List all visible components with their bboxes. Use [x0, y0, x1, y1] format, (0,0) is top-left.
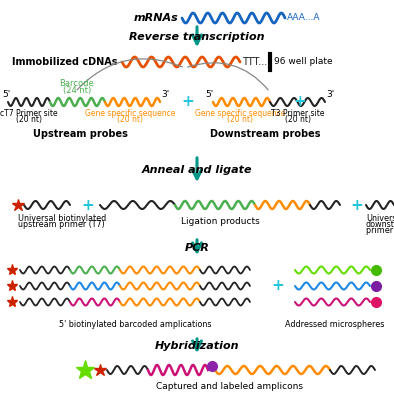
Text: Immobilized cDNAs: Immobilized cDNAs: [13, 57, 118, 67]
Text: (20 nt): (20 nt): [117, 115, 143, 124]
Text: upstream primer (T7): upstream primer (T7): [18, 220, 105, 229]
Text: +: +: [271, 278, 284, 294]
Text: AAA...A: AAA...A: [287, 14, 320, 22]
Text: T3 Primer site: T3 Primer site: [271, 109, 325, 118]
Text: Universal biotinylated: Universal biotinylated: [18, 214, 106, 223]
Text: mRNAs: mRNAs: [133, 13, 178, 23]
Text: primer (T3): primer (T3): [366, 226, 394, 235]
Text: PCR: PCR: [184, 243, 210, 253]
Text: (20 nt): (20 nt): [16, 115, 42, 124]
Text: +: +: [294, 94, 307, 110]
Text: Hybridization: Hybridization: [155, 341, 239, 351]
Text: Reverse transcription: Reverse transcription: [129, 32, 265, 42]
Text: (20 nt): (20 nt): [227, 115, 253, 124]
Text: 3': 3': [161, 90, 169, 99]
Text: Gene specific sequence: Gene specific sequence: [85, 109, 175, 118]
Text: 96 well plate: 96 well plate: [274, 58, 333, 66]
Text: downstream: downstream: [366, 220, 394, 229]
Text: (24 nt): (24 nt): [63, 86, 91, 95]
Text: Upstream probes: Upstream probes: [33, 129, 127, 139]
Text: Addressed microspheres: Addressed microspheres: [285, 320, 385, 329]
Text: Barcode: Barcode: [59, 79, 95, 88]
Text: 5': 5': [2, 90, 10, 99]
Text: Anneal and ligate: Anneal and ligate: [142, 165, 252, 175]
Text: TTT...: TTT...: [242, 57, 267, 67]
Text: Gene specific sequence: Gene specific sequence: [195, 109, 285, 118]
Text: 5': 5': [205, 90, 213, 99]
Text: +: +: [351, 198, 363, 212]
Text: cT7 Primer site: cT7 Primer site: [0, 109, 58, 118]
Text: Ligation products: Ligation products: [180, 217, 259, 226]
Text: Captured and labeled amplicons: Captured and labeled amplicons: [156, 382, 303, 391]
Text: Universal: Universal: [366, 214, 394, 223]
Text: +: +: [182, 94, 194, 110]
Text: +: +: [82, 198, 95, 212]
Text: 5' biotinylated barcoded amplications: 5' biotinylated barcoded amplications: [59, 320, 211, 329]
Text: (20 nt): (20 nt): [285, 115, 311, 124]
Text: Downstream probes: Downstream probes: [210, 129, 320, 139]
Text: 3': 3': [326, 90, 334, 99]
